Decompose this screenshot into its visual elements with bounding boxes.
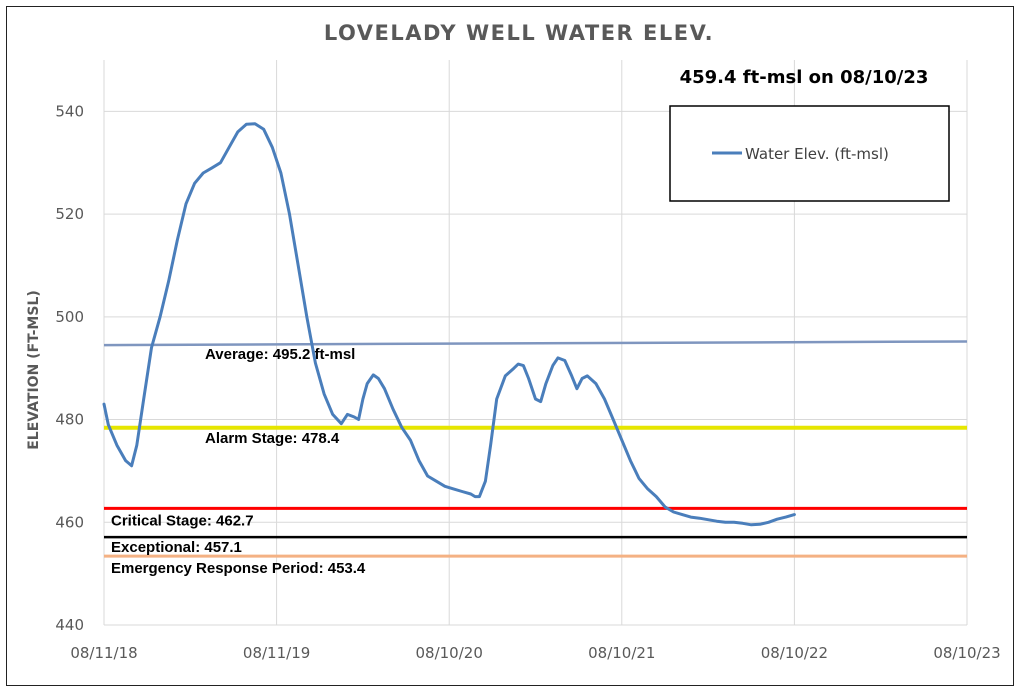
- x-tick-labels: 08/11/18 08/11/19 08/10/20 08/10/21 08/10/22…: [70, 644, 1000, 662]
- x-tick-label: 08/10/22: [761, 644, 828, 662]
- y-tick-label: 440: [55, 616, 84, 634]
- x-tick-label: 08/10/23: [933, 644, 1000, 662]
- x-tick-label: 08/11/18: [70, 644, 137, 662]
- reference-line: [103, 340, 968, 347]
- series-line: [102, 122, 796, 527]
- reference-lines: Average: 495.2 ft-msl Alarm Stage: 478.4 C…: [103, 340, 968, 577]
- y-tick-label: 520: [55, 205, 84, 223]
- y-tick-label: 540: [55, 102, 84, 120]
- reference-line-label: Critical Stage: 462.7: [111, 512, 254, 529]
- x-tick-label: 08/10/21: [588, 644, 655, 662]
- reference-line-label: Alarm Stage: 478.4: [205, 430, 340, 447]
- reference-line-label: Average: 495.2 ft-msl: [205, 346, 355, 363]
- legend-label: Water Elev. (ft-msl): [745, 145, 889, 163]
- y-tick-label: 500: [55, 308, 84, 326]
- x-tick-label: 08/11/19: [243, 644, 310, 662]
- y-tick-label: 460: [55, 513, 84, 531]
- latest-value-annotation: 459.4 ft-msl on 08/10/23: [680, 67, 929, 88]
- reference-line-label: Emergency Response Period: 453.4: [111, 560, 366, 577]
- reference-line-label: Exceptional: 457.1: [111, 539, 242, 556]
- y-tick-label: 480: [55, 411, 84, 429]
- y-tick-labels: 440 460 480 500 520 540: [55, 102, 84, 634]
- x-tick-label: 08/10/20: [416, 644, 483, 662]
- legend: Water Elev. (ft-msl): [669, 105, 950, 202]
- series-group: [102, 122, 796, 527]
- chart-title: LOVELADY WELL WATER ELEV.: [324, 21, 714, 45]
- y-axis-label: ELEVATION (FT-MSL): [26, 290, 42, 450]
